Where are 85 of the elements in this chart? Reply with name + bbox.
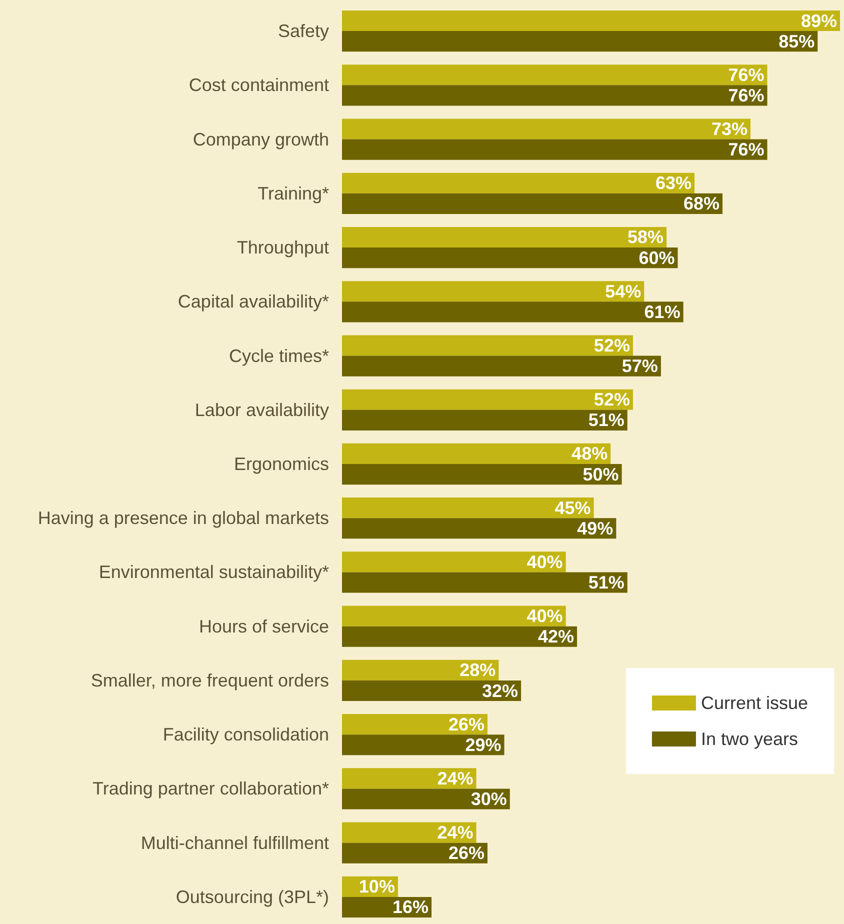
y-tick-label: Company growth <box>192 129 329 150</box>
data-label: 76% <box>728 140 764 160</box>
bar <box>342 788 510 810</box>
bar <box>342 443 611 464</box>
y-tick-label: Multi-channel fulfillment <box>140 832 329 853</box>
y-tick-label: Ergonomics <box>234 454 329 474</box>
bar <box>342 281 644 302</box>
data-label: 40% <box>526 606 563 626</box>
bar <box>342 302 684 322</box>
bar <box>342 680 522 702</box>
data-label: 60% <box>638 248 675 268</box>
data-label: 28% <box>460 660 496 680</box>
bar <box>342 572 628 593</box>
data-label: 42% <box>538 626 574 647</box>
data-label: 32% <box>482 680 518 701</box>
data-label: 76% <box>728 85 764 106</box>
bar <box>342 193 722 214</box>
bar <box>342 139 768 160</box>
legend-label: In two years <box>700 729 798 749</box>
data-label: 30% <box>470 788 507 809</box>
data-label: 76% <box>728 64 764 85</box>
data-label: 48% <box>572 444 608 464</box>
data-label: 57% <box>622 356 658 376</box>
bar <box>342 410 628 430</box>
bar <box>342 498 594 518</box>
bar <box>342 660 499 680</box>
bar <box>342 335 633 356</box>
data-label: 24% <box>437 768 474 788</box>
bar <box>342 118 750 140</box>
y-tick-label: Having a presence in global markets <box>38 508 329 528</box>
bar <box>342 356 661 376</box>
data-label: 40% <box>526 552 563 572</box>
bar <box>342 626 578 647</box>
data-label: 29% <box>465 734 502 755</box>
data-label: 49% <box>577 518 614 538</box>
y-tick-label: Safety <box>278 21 329 42</box>
bar <box>342 226 667 248</box>
bar <box>342 552 566 572</box>
y-tick-label: Hours of service <box>198 616 329 636</box>
bar <box>342 31 818 52</box>
bar <box>342 768 476 789</box>
data-label: 63% <box>655 173 692 194</box>
data-label: 52% <box>594 335 630 356</box>
bar <box>342 464 622 485</box>
y-tick-label: Facility consolidation <box>162 724 329 745</box>
y-tick-label: Training* <box>258 183 329 204</box>
bar <box>342 172 695 194</box>
bar <box>342 85 768 106</box>
data-label: 10% <box>358 876 395 897</box>
bar <box>342 714 488 735</box>
data-label: 89% <box>800 10 837 31</box>
data-label: 58% <box>628 227 664 248</box>
legend-label: Current issue <box>700 693 808 713</box>
bar <box>342 606 566 626</box>
y-tick-label: Environmental sustainability* <box>98 562 329 582</box>
bar <box>342 822 476 843</box>
data-label: 54% <box>605 281 642 302</box>
y-tick-label: Outsourcing (3PL*) <box>176 886 329 907</box>
y-tick-label: Capital availability* <box>178 292 329 312</box>
bar <box>342 10 840 32</box>
data-label: 73% <box>711 119 748 140</box>
data-label: 50% <box>582 464 619 484</box>
data-label: 51% <box>588 410 624 430</box>
bar <box>342 248 678 268</box>
data-label: 51% <box>588 572 624 593</box>
data-label: 68% <box>683 194 720 214</box>
bar <box>342 842 488 864</box>
data-label: 16% <box>392 897 429 918</box>
data-label: 24% <box>437 822 474 843</box>
bar <box>342 734 504 756</box>
data-label: 26% <box>448 714 484 734</box>
y-tick-label: Cost containment <box>188 75 329 96</box>
y-tick-label: Trading partner collaboration* <box>92 778 329 799</box>
y-tick-label: Throughput <box>236 238 329 258</box>
data-label: 26% <box>448 843 484 864</box>
data-label: 52% <box>594 390 630 410</box>
bar <box>342 518 616 539</box>
bar <box>342 389 633 410</box>
y-tick-label: Cycle times* <box>228 346 329 366</box>
data-label: 61% <box>644 302 680 322</box>
y-tick-label: Labor availability <box>194 400 329 420</box>
bar <box>342 64 768 86</box>
y-tick-label: Smaller, more frequent orders <box>90 670 329 690</box>
data-label: 45% <box>554 498 591 518</box>
data-label: 85% <box>778 31 815 52</box>
